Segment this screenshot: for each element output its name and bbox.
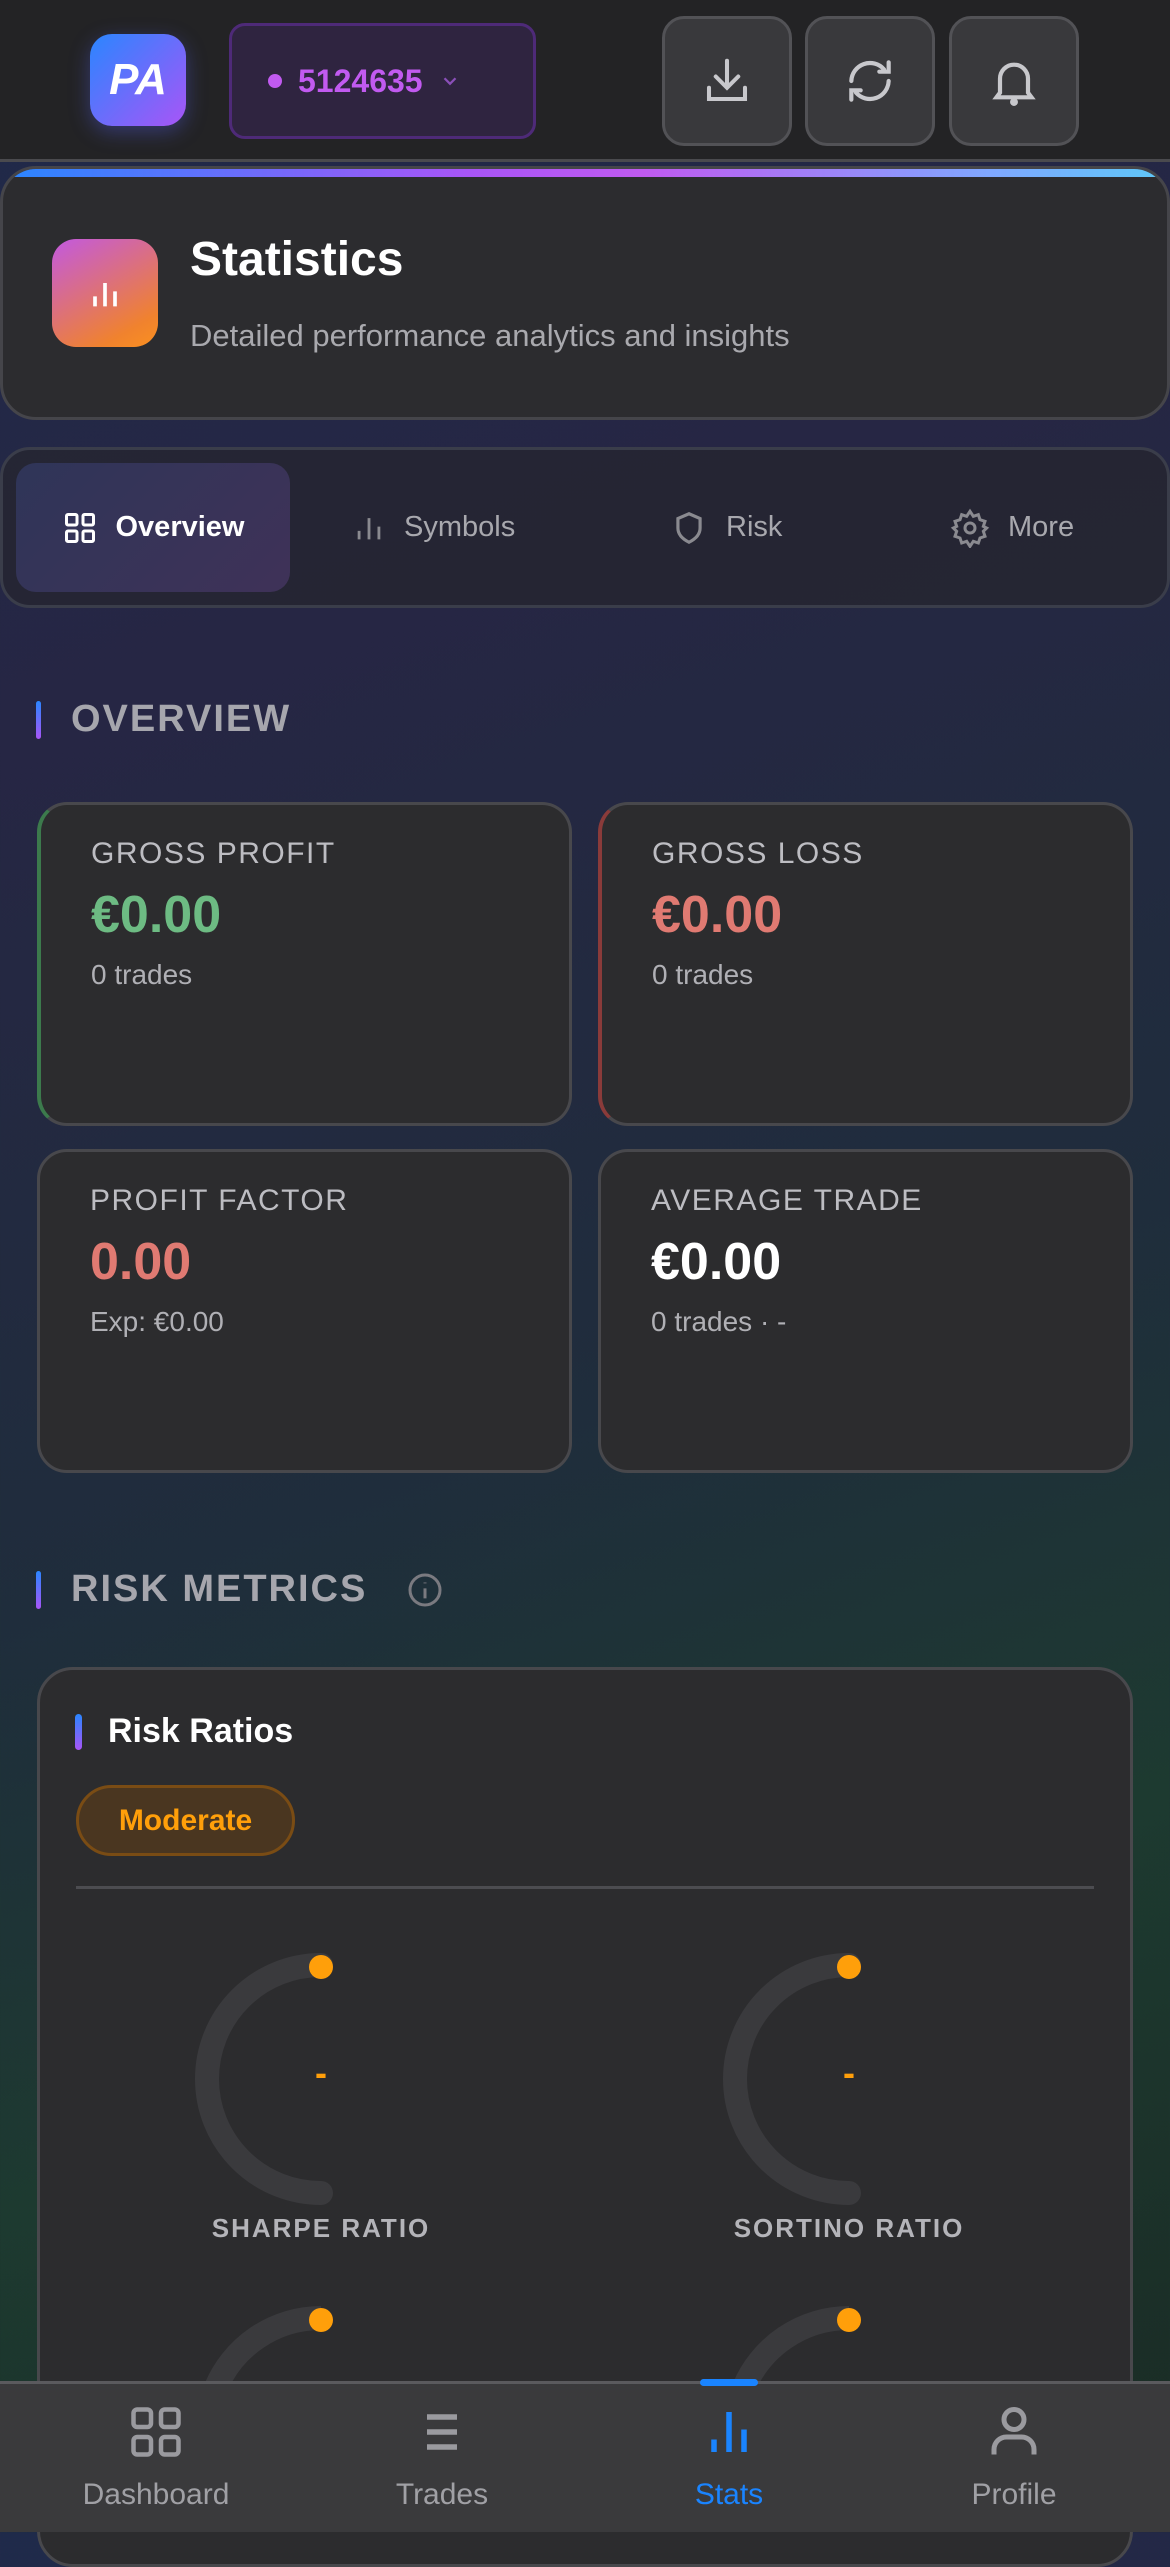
average-trade-card: AVERAGE TRADE €0.00 0 trades · - [598, 1149, 1133, 1473]
list-icon [427, 2414, 457, 2450]
bar-chart-icon [357, 517, 381, 539]
nav-label: Stats [694, 2478, 764, 2511]
account-selector[interactable]: 5124635 [229, 23, 536, 139]
active-indicator [700, 2379, 758, 2386]
sharpe-value: - [315, 2052, 327, 2093]
status-dot [268, 74, 282, 88]
grid-icon [131, 2407, 181, 2457]
nav-trades[interactable]: Trades [296, 2381, 588, 2532]
refresh-button[interactable] [805, 16, 935, 146]
card-label: GROSS LOSS [652, 837, 864, 870]
gauge-indicator [309, 1955, 333, 1979]
gauge-indicator [837, 1955, 861, 1979]
nav-label: Trades [395, 2478, 489, 2511]
refresh-icon [849, 60, 891, 102]
card-label: GROSS PROFIT [91, 837, 336, 870]
sortino-value: - [843, 2052, 855, 2093]
app-logo[interactable]: PA [90, 34, 186, 126]
shield-icon [676, 511, 702, 544]
card-value: €0.00 [651, 1233, 782, 1291]
grid-icon [64, 512, 95, 543]
person-icon [991, 2407, 1037, 2455]
card-value: 0.00 [90, 1233, 192, 1291]
nav-label: Profile [971, 2478, 1057, 2511]
tab-risk[interactable]: Risk [670, 463, 782, 592]
download-button[interactable] [662, 16, 792, 146]
gross-profit-card: GROSS PROFIT €0.00 0 trades [37, 802, 572, 1126]
risk-metrics-heading: RISK METRICS [36, 1568, 445, 1611]
card-label: AVERAGE TRADE [651, 1184, 923, 1217]
card-value: €0.00 [91, 886, 222, 944]
card-sub: 0 trades [91, 959, 193, 990]
download-icon [706, 58, 748, 102]
section-title: OVERVIEW [71, 698, 292, 740]
gear-icon [950, 508, 990, 548]
tab-label: More [1008, 511, 1075, 543]
gradient-bar [3, 169, 1167, 177]
sharpe-label: SHARPE RATIO [211, 2213, 431, 2243]
chevron-down-icon [443, 77, 456, 86]
sortino-gauge [723, 1953, 861, 2205]
statistics-header-card [0, 166, 1170, 420]
sortino-label: SORTINO RATIO [733, 2213, 965, 2243]
accent-bar [75, 1714, 82, 1750]
nav-label: Dashboard [82, 2478, 230, 2511]
gauge-3 [205, 2306, 333, 2382]
section-title: RISK METRICS [71, 1568, 368, 1610]
tab-label: Risk [726, 511, 783, 543]
nav-stats[interactable]: Stats [583, 2381, 875, 2532]
gauge-indicator [309, 2308, 333, 2332]
page-title: Statistics [190, 233, 404, 286]
risk-level-badge: Moderate [76, 1785, 295, 1856]
gauges [195, 1953, 861, 2382]
gauge-indicator [837, 2308, 861, 2332]
profit-factor-card: PROFIT FACTOR 0.00 Exp: €0.00 [37, 1149, 572, 1473]
bar-chart-icon [711, 2412, 747, 2452]
tab-more[interactable]: More [950, 463, 1074, 592]
risk-card-title: Risk Ratios [108, 1712, 294, 1750]
tab-symbols[interactable]: Symbols [352, 463, 515, 592]
card-sub: 0 trades · - [651, 1306, 787, 1337]
notifications-button[interactable] [949, 16, 1079, 146]
tab-label: Overview [115, 511, 245, 543]
card-value: €0.00 [652, 886, 783, 944]
logo-text: PA [109, 55, 167, 104]
info-icon[interactable] [405, 1570, 445, 1610]
gross-loss-card: GROSS LOSS €0.00 0 trades [598, 802, 1133, 1126]
sharpe-gauge [195, 1953, 333, 2205]
bell-icon [992, 62, 1036, 106]
bottom-nav [0, 2381, 1170, 2532]
nav-profile[interactable]: Profile [868, 2381, 1160, 2532]
stats-icon [52, 239, 158, 347]
tab-label: Symbols [404, 511, 516, 543]
divider [76, 1886, 1094, 1889]
tab-overview[interactable]: Overview [16, 463, 290, 592]
gauge-4 [733, 2306, 861, 2382]
nav-dashboard[interactable]: Dashboard [10, 2381, 302, 2532]
card-sub: Exp: €0.00 [90, 1306, 224, 1337]
page-subtitle: Detailed performance analytics and insig… [190, 318, 790, 353]
card-label: PROFIT FACTOR [90, 1184, 349, 1217]
overview-heading: OVERVIEW [36, 698, 291, 741]
card-sub: 0 trades [652, 959, 754, 990]
account-id: 5124635 [298, 62, 423, 99]
